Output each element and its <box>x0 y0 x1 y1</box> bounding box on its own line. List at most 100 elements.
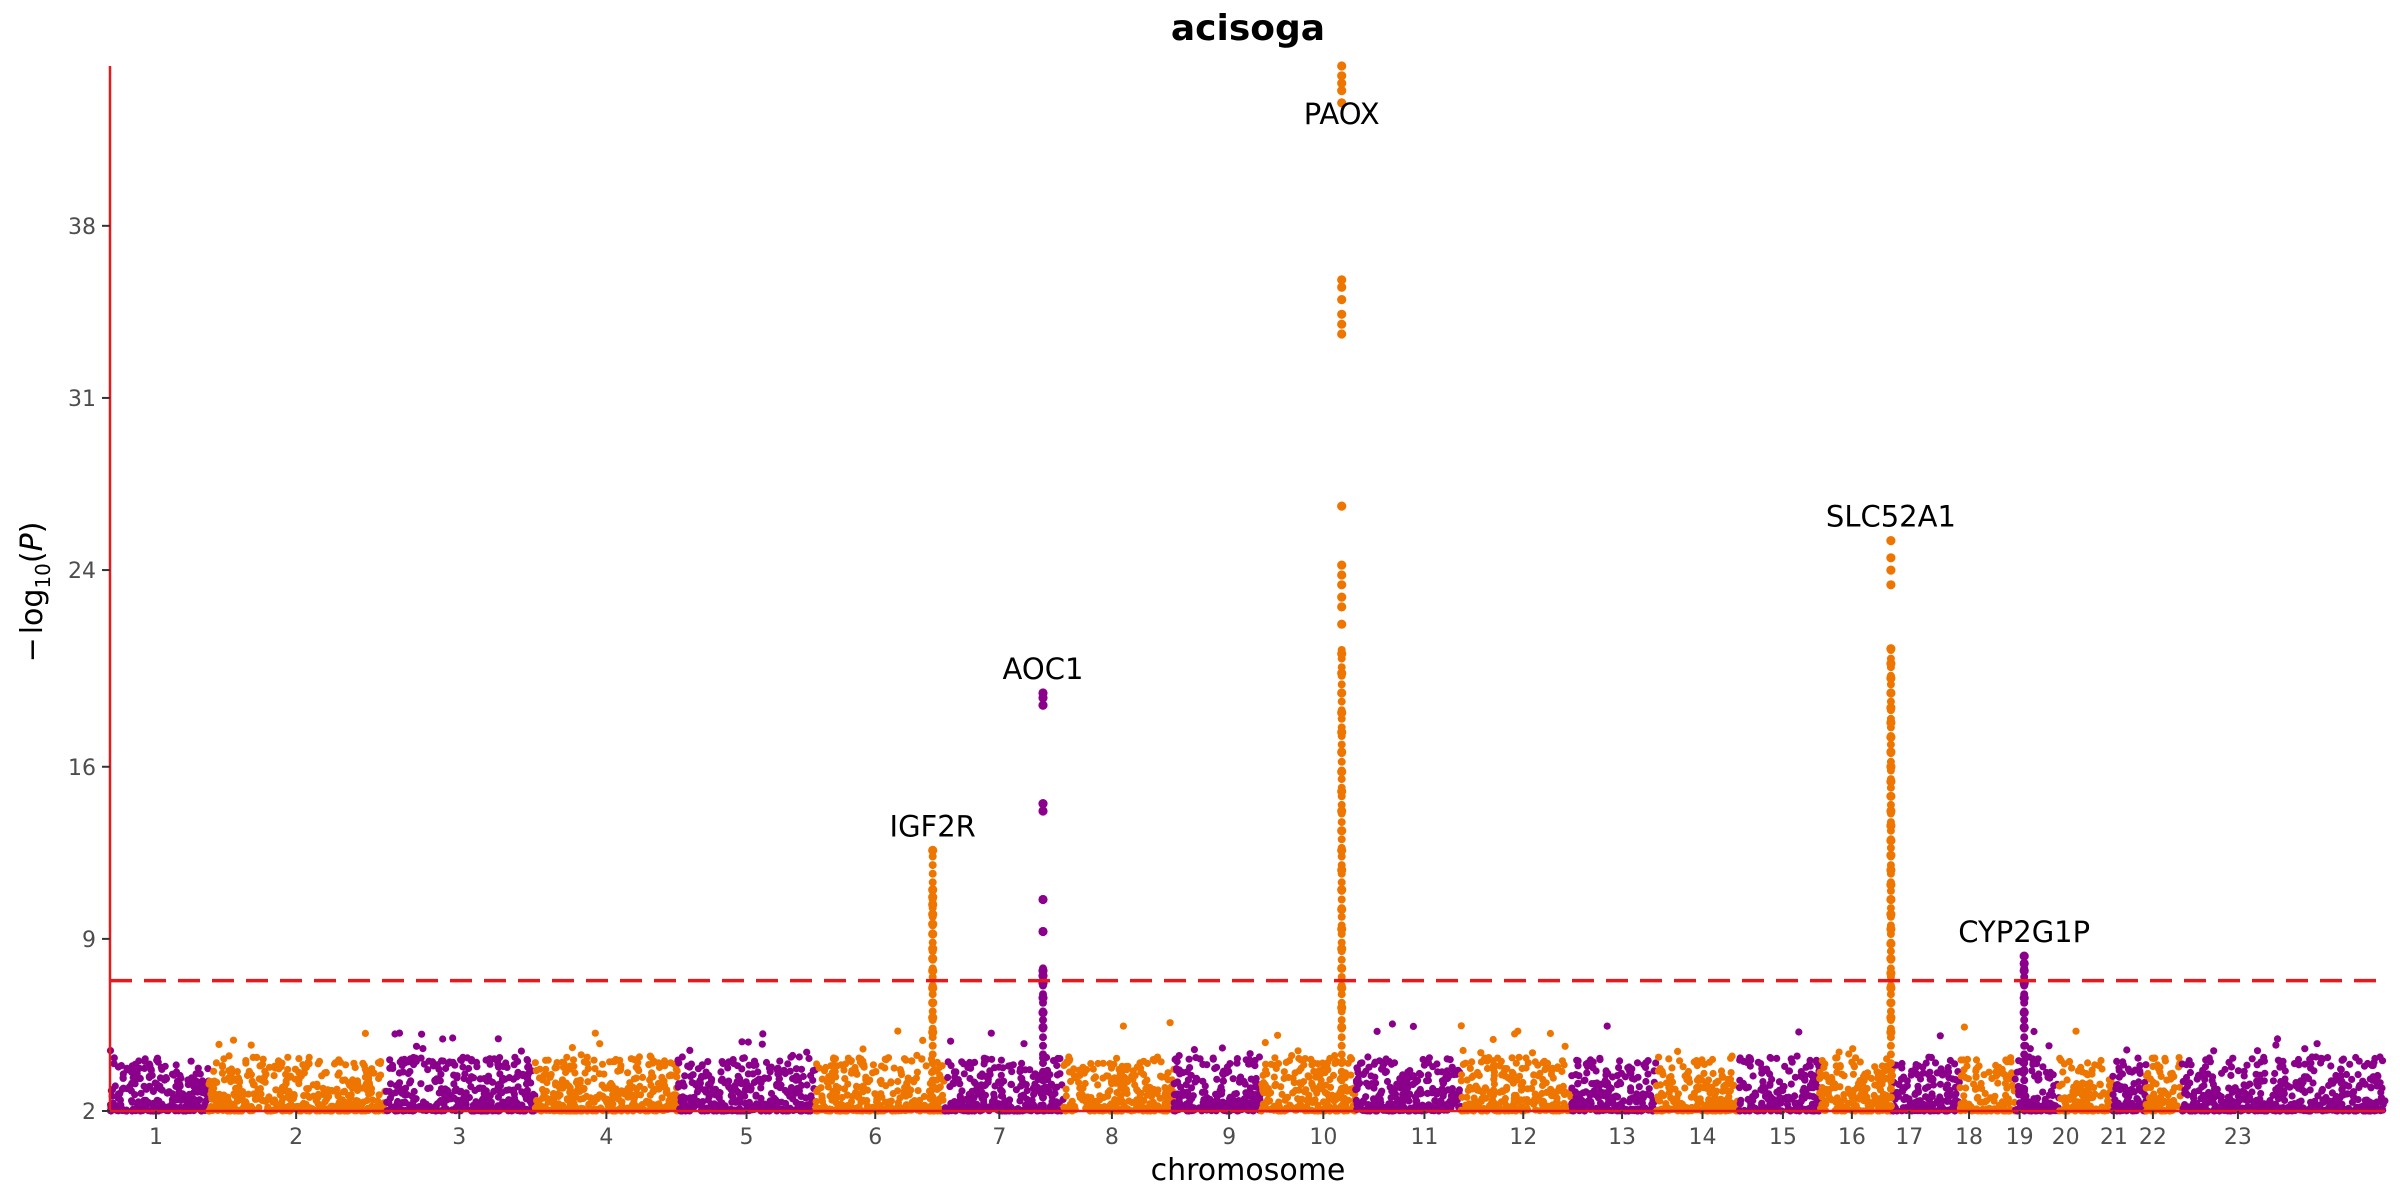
snp-point <box>1919 1063 1927 1071</box>
snp-point <box>1949 1099 1957 1107</box>
snp-point <box>1801 1071 1809 1079</box>
snp-point <box>991 1064 999 1072</box>
snp-point <box>2105 1082 2114 1090</box>
snp-point <box>1100 1103 1109 1111</box>
snp-point <box>580 1058 588 1066</box>
snp-point <box>1270 1073 1278 1081</box>
snp-point <box>2010 1098 2018 1106</box>
snp-point <box>980 1060 988 1068</box>
snp-point <box>1495 1102 1503 1110</box>
snp-point <box>220 1076 228 1084</box>
snp-point <box>1331 1052 1339 1060</box>
snp-point <box>1463 1076 1471 1084</box>
snp-point <box>1308 1079 1316 1087</box>
snp-point <box>661 1103 670 1111</box>
snp-point <box>284 1065 292 1074</box>
snp-point <box>1255 1053 1263 1061</box>
snp-point <box>193 1101 201 1109</box>
snp-point <box>631 1093 639 1101</box>
snp-point <box>2119 1058 2127 1066</box>
snp-point <box>999 1064 1007 1072</box>
snp-point <box>1383 1077 1392 1086</box>
snp-point <box>535 1097 543 1105</box>
snp-point <box>1736 1076 1744 1084</box>
snp-point <box>718 1058 726 1066</box>
snp-point <box>718 1099 726 1107</box>
snp-point <box>789 1051 797 1060</box>
snp-point <box>552 1062 560 1070</box>
snp-point <box>1323 1062 1331 1070</box>
snp-point <box>636 1091 645 1099</box>
snp-point <box>1776 1093 1784 1102</box>
snp-point <box>814 1085 822 1094</box>
snp-point <box>2113 1057 2121 1065</box>
snp-point <box>2163 1076 2171 1084</box>
snp-point <box>1110 1060 1118 1068</box>
snp-point <box>744 1038 752 1046</box>
snp-point <box>2063 1076 2071 1084</box>
snp-point <box>353 1077 361 1085</box>
snp-point <box>1706 1089 1714 1097</box>
snp-point <box>542 1087 551 1095</box>
snp-point <box>2039 1063 2047 1071</box>
snp-point <box>1490 1080 1498 1088</box>
snp-point <box>1236 1074 1244 1082</box>
snp-point <box>1767 1054 1775 1062</box>
snp-point <box>1855 1095 1864 1103</box>
snp-point <box>1219 1069 1227 1078</box>
chromosome-2-points <box>205 1029 389 1115</box>
snp-point <box>1359 1070 1368 1078</box>
snp-point <box>1840 1091 1848 1099</box>
snp-point <box>795 1053 803 1061</box>
snp-point <box>210 1067 218 1075</box>
snp-point <box>818 1092 826 1100</box>
snp-point <box>1229 1075 1237 1083</box>
snp-point <box>1245 1100 1253 1108</box>
snp-point <box>142 1085 150 1093</box>
snp-point <box>1561 1042 1569 1050</box>
snp-point <box>836 1104 845 1112</box>
snp-point <box>127 1087 135 1095</box>
snp-point <box>1423 1077 1431 1085</box>
snp-point <box>823 1078 831 1086</box>
snp-point <box>2001 1079 2009 1087</box>
snp-point <box>2070 1091 2078 1099</box>
snp-point <box>580 1085 588 1093</box>
snp-point <box>210 1084 218 1092</box>
snp-point <box>1297 1064 1305 1072</box>
snp-point <box>795 1076 803 1084</box>
snp-point <box>1802 1091 1810 1099</box>
chromosome-22-points <box>2142 1054 2184 1115</box>
snp-point <box>1728 1052 1736 1060</box>
snp-point <box>437 1070 445 1078</box>
snp-point <box>2045 1091 2053 1099</box>
snp-point <box>877 1062 886 1070</box>
chromosome-5-points <box>674 1030 819 1115</box>
snp-point <box>896 1094 904 1102</box>
snp-point <box>265 1093 273 1101</box>
snp-point <box>524 1056 532 1065</box>
snp-point <box>153 1054 162 1062</box>
snp-point <box>640 1085 649 1093</box>
snp-point <box>1724 1079 1732 1087</box>
snp-point <box>315 1057 324 1065</box>
snp-point <box>844 1080 852 1088</box>
snp-point <box>410 1087 418 1096</box>
snp-point <box>1964 1075 1972 1083</box>
snp-point <box>498 1089 506 1097</box>
snp-point <box>1157 1072 1165 1080</box>
snp-point <box>736 1090 744 1098</box>
snp-point <box>1119 1022 1127 1030</box>
snp-point <box>568 1099 577 1107</box>
snp-point <box>1997 1069 2005 1077</box>
snp-point <box>2169 1087 2177 1096</box>
snp-point <box>813 1060 821 1068</box>
snp-point <box>1278 1090 1286 1098</box>
snp-point <box>2109 1072 2117 1080</box>
snp-point <box>1310 1059 1318 1067</box>
snp-point <box>1233 1059 1241 1067</box>
snp-point <box>1901 1084 1909 1092</box>
snp-point <box>1925 1096 1933 1104</box>
snp-point <box>957 1094 965 1102</box>
snp-point <box>467 1083 475 1091</box>
